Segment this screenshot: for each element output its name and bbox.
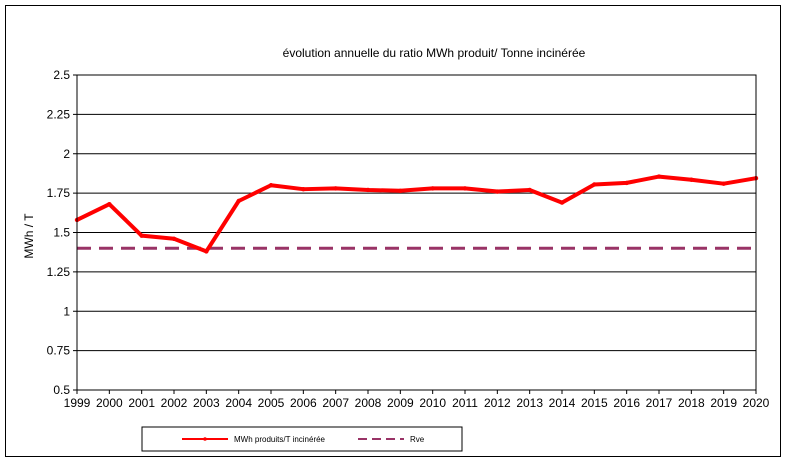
legend-label-mwh: MWh produits/T incinérée	[234, 435, 326, 444]
data-point-mwh	[527, 187, 532, 193]
data-point-mwh	[398, 188, 403, 193]
x-tick-label: 2008	[355, 396, 382, 410]
y-tick-label: 2.5	[53, 68, 70, 82]
data-point-mwh	[592, 182, 597, 187]
y-tick-label: 2.25	[47, 107, 71, 121]
x-tick-label: 2011	[452, 396, 478, 410]
y-tick-label: 1.75	[47, 186, 71, 200]
data-point-mwh	[268, 183, 274, 188]
y-tick-label: 2	[63, 147, 70, 161]
x-tick-label: 2000	[96, 396, 123, 410]
legend-label-rve: Rve	[410, 435, 425, 444]
x-tick-label: 2001	[128, 396, 155, 410]
data-point-mwh	[430, 186, 435, 191]
y-axis-label: MWh / T	[22, 213, 36, 259]
plot-area-border	[76, 74, 757, 391]
x-tick-label: 2020	[743, 396, 770, 410]
x-tick-labels: 1999 2000 2001 2002 2003 2004 2005 2006 2007 2008…	[64, 396, 770, 410]
x-tick-label: 2004	[225, 396, 252, 410]
x-tick-label: 2007	[322, 396, 349, 410]
data-point-mwh	[495, 189, 500, 194]
data-point-mwh	[462, 186, 468, 191]
series-lines	[74, 174, 759, 254]
chart-svg: évolution annuelle du ratio MWh produit/…	[22, 46, 770, 452]
x-tick-label: 2005	[258, 396, 285, 410]
data-point-mwh	[656, 174, 662, 179]
data-point-mwh	[333, 186, 338, 191]
data-point-mwh	[624, 180, 629, 186]
data-point-mwh	[107, 201, 112, 207]
y-tick-label: 0.75	[47, 344, 71, 358]
y-tick-label: 0.5	[53, 383, 70, 397]
data-point-mwh	[721, 181, 726, 186]
legend-marker-dot-mwh	[203, 437, 207, 441]
x-tick-label: 1999	[64, 396, 91, 410]
data-point-mwh	[559, 200, 565, 205]
data-point-mwh	[689, 177, 694, 182]
x-tick-label: 2010	[419, 396, 446, 410]
data-point-mwh	[236, 198, 241, 204]
x-tick-label: 2019	[710, 396, 737, 410]
data-point-mwh	[204, 249, 209, 254]
x-tick-label: 2003	[193, 396, 220, 410]
x-tick-label: 2015	[581, 396, 608, 410]
y-tick-label: 1.5	[53, 226, 70, 240]
x-tick-label: 2012	[484, 396, 511, 410]
y-tick-labels: 0.5 0.75 1 1.25 1.5 1.75 2 2.25 2.5	[47, 68, 71, 397]
series-line-mwh	[76, 174, 757, 254]
legend: MWh produits/T incinérée Rve	[141, 426, 463, 452]
data-point-mwh	[365, 187, 371, 193]
gridlines	[73, 74, 757, 394]
x-tick-label: 2017	[646, 396, 673, 410]
x-tick-label: 2013	[516, 396, 543, 410]
x-tick-label: 2016	[613, 396, 640, 410]
x-tick-label: 2002	[161, 396, 188, 410]
data-point-mwh	[139, 233, 144, 238]
data-point-mwh	[171, 236, 177, 241]
y-tick-label: 1.25	[47, 265, 71, 279]
x-tick-label: 2006	[290, 396, 317, 410]
x-tick-label: 2009	[387, 396, 414, 410]
x-tick-label: 2018	[678, 396, 705, 410]
x-tick-label: 2014	[549, 396, 576, 410]
chart-title: évolution annuelle du ratio MWh produit/…	[283, 46, 586, 60]
y-tick-label: 1	[63, 304, 70, 318]
chart-frame: évolution annuelle du ratio MWh produit/…	[5, 5, 781, 457]
data-point-mwh	[301, 186, 306, 192]
